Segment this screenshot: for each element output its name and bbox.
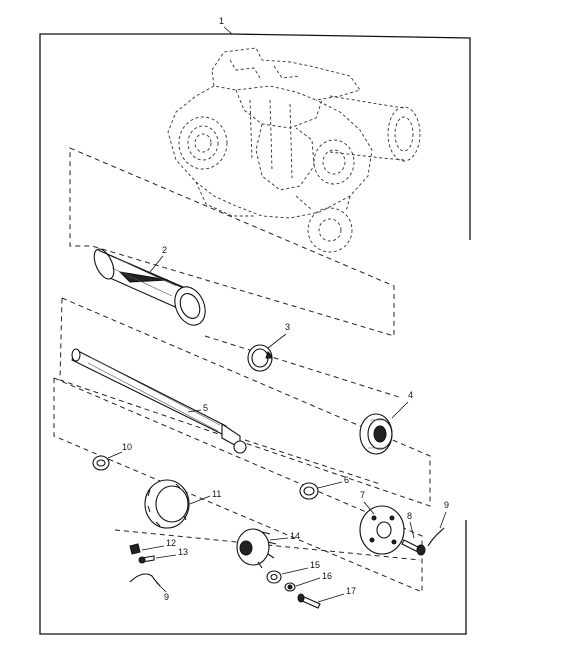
callout-17: 17 <box>317 586 356 603</box>
callout-label-13: 13 <box>178 547 188 557</box>
callout-9-lower: 9 <box>155 581 169 602</box>
part-6-ring <box>299 482 319 500</box>
callout-label-4: 4 <box>408 390 413 400</box>
callout-3: 3 <box>267 322 290 349</box>
part-13-screw <box>138 555 155 564</box>
callout-2: 2 <box>149 245 167 273</box>
callout-label-1: 1 <box>219 16 224 26</box>
diagram-frame <box>39 33 471 635</box>
callout-label-12: 12 <box>166 538 176 548</box>
callout-label-14: 14 <box>290 531 300 541</box>
callout-10: 10 <box>107 442 132 459</box>
callout-label-2: 2 <box>162 245 167 255</box>
callout-label-16: 16 <box>322 571 332 581</box>
part-16-washer <box>284 582 296 592</box>
callout-label-17: 17 <box>346 586 356 596</box>
callout-label-5: 5 <box>203 403 208 413</box>
part-12-lock-tab <box>129 543 141 555</box>
part-8-bolt <box>401 539 426 556</box>
part-17-bolt <box>297 593 321 609</box>
part-5-shaft <box>71 348 247 454</box>
callout-6: 6 <box>317 475 349 489</box>
part-4-bearing <box>359 413 393 455</box>
callout-5: 5 <box>187 403 208 413</box>
callout-label-9-lower: 9 <box>164 592 169 602</box>
callout-13: 13 <box>155 547 188 559</box>
part-2-sleeve <box>93 248 206 326</box>
callout-15: 15 <box>281 560 320 575</box>
part-11-ring-gear <box>144 479 190 529</box>
callout-label-6: 6 <box>344 475 349 485</box>
callout-label-3: 3 <box>285 322 290 332</box>
callout-4: 4 <box>391 390 413 419</box>
part-3-seal <box>247 344 273 372</box>
callout-label-9-upper: 9 <box>444 500 449 510</box>
part-15-washer <box>266 570 282 584</box>
part-9-lockwire-upper <box>427 527 445 547</box>
callout-1: 1 <box>219 16 233 35</box>
part-9-lockwire-lower <box>129 573 161 587</box>
callout-11: 11 <box>189 489 221 505</box>
part-14-gear <box>236 528 277 569</box>
part-7-flange <box>359 505 405 555</box>
callout-16: 16 <box>295 571 332 587</box>
callout-7: 7 <box>360 490 375 515</box>
callout-9-upper: 9 <box>439 500 449 529</box>
part-10-nut <box>92 455 110 471</box>
callout-label-11: 11 <box>212 489 221 499</box>
callout-14: 14 <box>269 531 300 541</box>
callout-8: 8 <box>407 511 415 539</box>
callout-label-15: 15 <box>310 560 320 570</box>
callout-label-7: 7 <box>360 490 365 500</box>
callout-label-10: 10 <box>122 442 132 452</box>
housing-assembly-phantom <box>167 47 421 253</box>
callout-12: 12 <box>141 538 176 551</box>
callout-label-8: 8 <box>407 511 412 521</box>
